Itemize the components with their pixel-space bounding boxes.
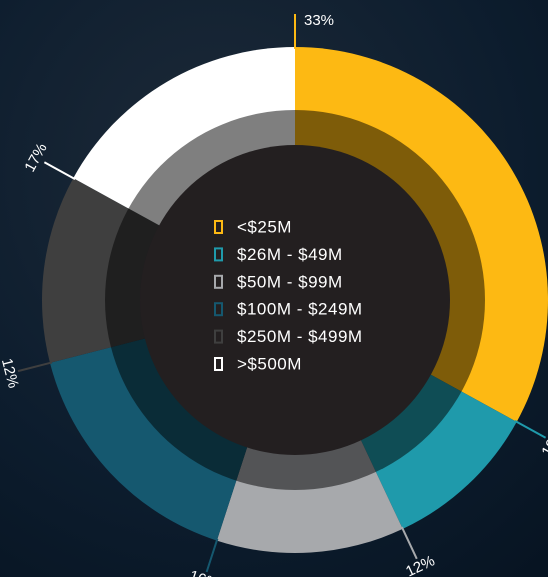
legend-swatch — [214, 357, 223, 371]
legend-swatch — [214, 329, 223, 344]
legend-label: >$500M — [237, 354, 302, 373]
label-leader — [514, 420, 547, 439]
legend-swatch — [214, 302, 223, 317]
value-label: 10% — [538, 425, 548, 460]
legend-label: $26M - $49M — [237, 245, 343, 264]
legend: <$25M $26M - $49M $50M - $99M $100M - $249M… — [214, 217, 363, 373]
legend-swatch — [214, 274, 223, 289]
label-leader — [400, 526, 418, 560]
donut — [41, 47, 548, 553]
label-leader — [43, 161, 76, 180]
legend-label: $50M - $99M — [237, 272, 343, 291]
legend-label: $250M - $499M — [237, 327, 363, 346]
label-leader — [17, 361, 53, 373]
legend-swatch — [214, 220, 223, 234]
value-label: 16% — [187, 567, 221, 577]
legend-swatch — [214, 247, 223, 262]
value-label: 33% — [304, 12, 334, 29]
value-label: 12% — [0, 357, 22, 390]
legend-label: <$25M — [237, 217, 292, 236]
center — [140, 145, 450, 455]
legend-label: $100M - $249M — [237, 300, 363, 319]
label-leader — [205, 538, 219, 573]
